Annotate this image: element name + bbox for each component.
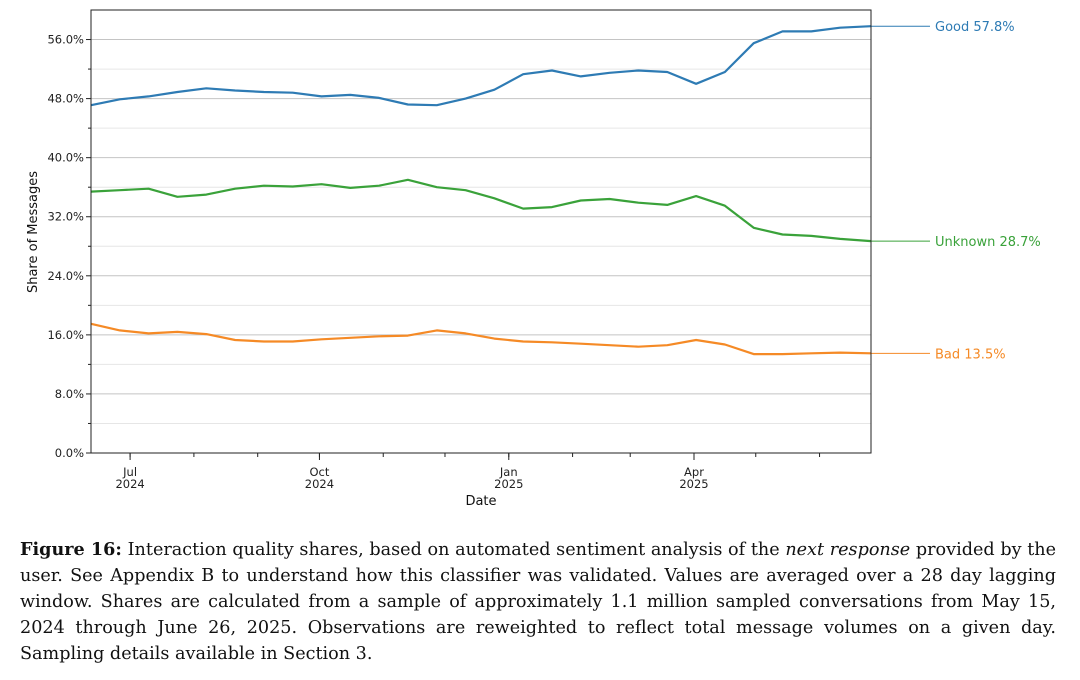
series-line-good [90,25,872,107]
y-tick-label: 24.0% [47,269,84,283]
y-axis-label: Share of Messages [26,171,41,293]
caption-emphasis: next response [785,540,911,560]
series-label-bad: Bad 13.5% [935,347,1006,362]
plot-frame [90,9,872,454]
series-lines: Good 57.8% Unknown 28.7% Bad 13.5% [90,20,1041,362]
x-tick-year: 2025 [679,477,708,491]
x-tick-year: 2024 [115,477,144,491]
axes: 0.0% 8.0% 16.0% 24.0% 32.0% 40.0% 48.0% 56.0% Ju… [47,33,821,491]
figure-label: Figure 16: [20,539,122,560]
y-tick-label: 8.0% [55,387,84,401]
x-axis-label: Date [465,494,496,509]
x-tick-month: Apr [684,465,704,479]
caption-text-1: Interaction quality shares, based on aut… [121,540,786,560]
series-label-good: Good 57.8% [935,20,1015,35]
series-label-unknown: Unknown 28.7% [935,235,1041,250]
x-tick-year: 2025 [494,477,523,491]
y-tick-label: 48.0% [47,92,84,106]
y-tick-label: 56.0% [47,33,84,47]
x-tick-month: Jan [499,465,518,479]
figure-caption: Figure 16: Interaction quality shares, b… [20,537,1056,667]
y-tick-label: 40.0% [47,151,84,165]
y-tick-label: 32.0% [47,210,84,224]
gridlines [91,39,871,454]
caption-text-2: provided by the user. See Appendix B to … [20,540,1057,664]
series-line-unknown [90,178,872,243]
x-tick-month: Jul [122,465,137,479]
y-tick-label: 16.0% [47,328,84,342]
x-tick-month: Oct [309,465,329,479]
y-tick-label: 0.0% [55,446,84,460]
x-tick-year: 2024 [305,477,334,491]
line-chart: Good 57.8% Unknown 28.7% Bad 13.5% 0.0% 8.0… [26,9,1041,509]
series-line-bad [90,322,872,356]
